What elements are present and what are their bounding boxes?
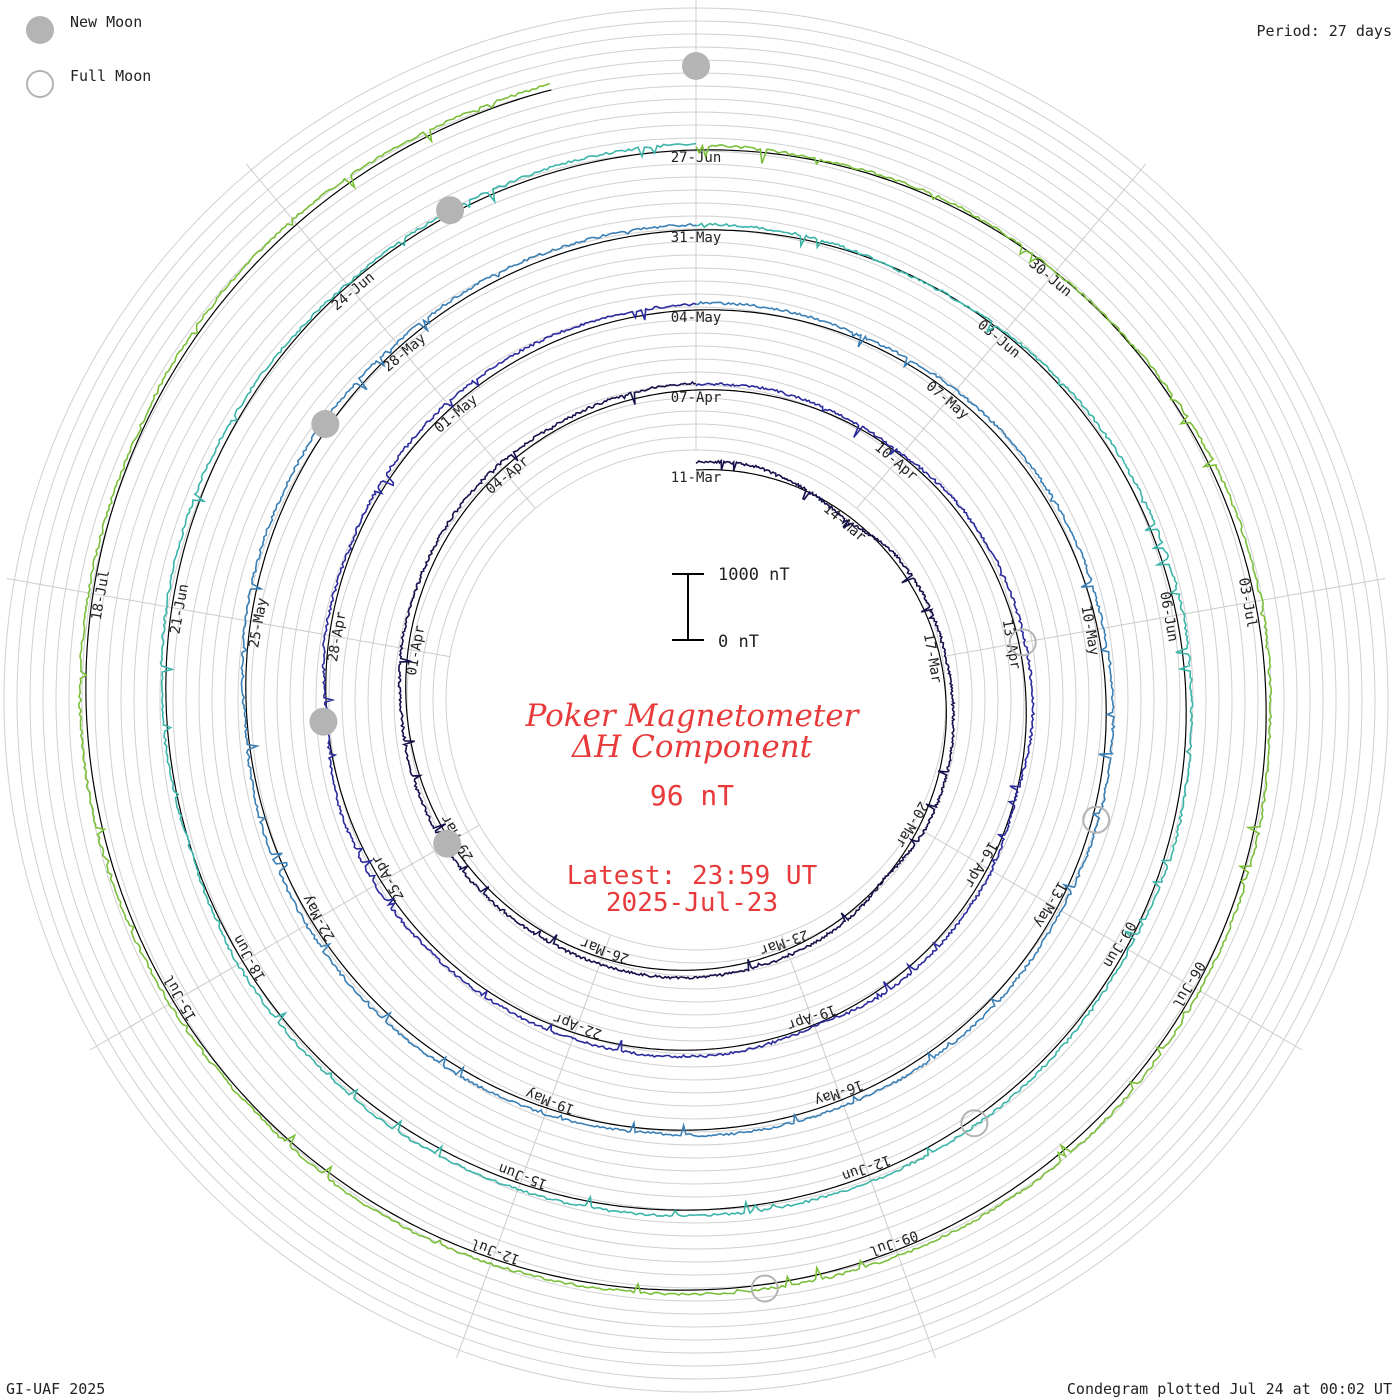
new-moon-marker bbox=[436, 196, 465, 225]
latest-date: 2025-Jul-23 bbox=[606, 888, 778, 918]
date-label: 20-Mar bbox=[892, 798, 931, 850]
scale-bar-bottom-label: 0 nT bbox=[718, 632, 759, 652]
grid-spoke bbox=[456, 934, 611, 1358]
date-label: 27-Jun bbox=[671, 150, 722, 166]
legend-new-moon: New Moon bbox=[26, 13, 143, 46]
date-label: 01-May bbox=[432, 392, 481, 437]
series-trace bbox=[240, 223, 1116, 1138]
date-label: 04-Apr bbox=[483, 453, 532, 498]
new-moon-label: New Moon bbox=[70, 13, 143, 31]
full-moon-marker bbox=[1008, 628, 1037, 657]
date-label: 16-May bbox=[812, 1076, 865, 1108]
series-trace bbox=[321, 302, 1036, 1059]
date-label: 28-Apr bbox=[325, 610, 350, 663]
series-trace bbox=[159, 142, 1194, 1218]
grid bbox=[3, 0, 1389, 1393]
period-label: Period: 27 days bbox=[1256, 22, 1392, 40]
new-moon-marker bbox=[433, 829, 462, 858]
full-moon-marker bbox=[750, 1274, 779, 1303]
date-label: 28-May bbox=[380, 331, 429, 376]
series-trace bbox=[397, 380, 956, 980]
grid-spoke bbox=[942, 577, 1386, 658]
date-label: 06-Jul bbox=[1169, 958, 1208, 1010]
new-moon-marker bbox=[311, 410, 340, 439]
date-label: 13-Apr bbox=[999, 618, 1024, 671]
date-label: 12-Jun bbox=[840, 1151, 893, 1183]
date-label: 11-Mar bbox=[671, 470, 722, 486]
date-label: 07-Apr bbox=[671, 390, 722, 406]
grid-spoke bbox=[89, 824, 480, 1051]
date-label: 03-Jun bbox=[974, 317, 1023, 362]
chart-title-line1: Poker Magnetometer bbox=[525, 698, 861, 734]
scale-bar-top-label: 1000 nT bbox=[718, 565, 790, 585]
date-label: 04-May bbox=[671, 310, 722, 326]
grid-spoke bbox=[245, 163, 536, 509]
baseline-spiral bbox=[85, 89, 1267, 1291]
full-moon-icon bbox=[26, 70, 54, 98]
legend-full-moon: Full Moon bbox=[26, 67, 152, 100]
footer-plot-time: Condegram plotted Jul 24 at 00:02 UT bbox=[1066, 1380, 1392, 1398]
grid-spoke bbox=[856, 163, 1147, 509]
date-label: 19-Apr bbox=[785, 1001, 838, 1033]
date-label: 12-Jul bbox=[469, 1235, 522, 1267]
new-moon-icon bbox=[26, 16, 54, 44]
new-moon-marker bbox=[309, 707, 338, 736]
full-moon-marker bbox=[1082, 805, 1111, 834]
current-value: 96 nT bbox=[650, 779, 734, 812]
date-label: 31-May bbox=[671, 230, 722, 246]
scale-bar: 1000 nT 0 nT bbox=[672, 565, 790, 652]
date-label: 03-Jul bbox=[1235, 577, 1260, 630]
date-label: 14-Mar bbox=[820, 501, 869, 546]
date-label: 25-May bbox=[246, 597, 271, 650]
date-label: 18-Jul bbox=[89, 569, 114, 622]
latest-time: Latest: 23:59 UT bbox=[567, 861, 818, 891]
grid-spoke bbox=[912, 824, 1303, 1051]
full-moon-label: Full Moon bbox=[70, 67, 152, 85]
date-label: 23-Mar bbox=[758, 926, 811, 958]
full-moon-marker bbox=[960, 1109, 989, 1138]
date-label: 22-Apr bbox=[551, 1009, 604, 1041]
grid-spoke bbox=[781, 934, 936, 1358]
new-moon-marker bbox=[682, 52, 710, 80]
footer-credit: GI-UAF 2025 bbox=[6, 1380, 106, 1398]
grid-spoke bbox=[6, 577, 450, 658]
series-trace bbox=[78, 82, 1273, 1296]
date-label: 19-May bbox=[524, 1085, 577, 1117]
chart-title-line2: ΔH Component bbox=[571, 729, 813, 765]
date-label: 13-May bbox=[1030, 878, 1069, 930]
